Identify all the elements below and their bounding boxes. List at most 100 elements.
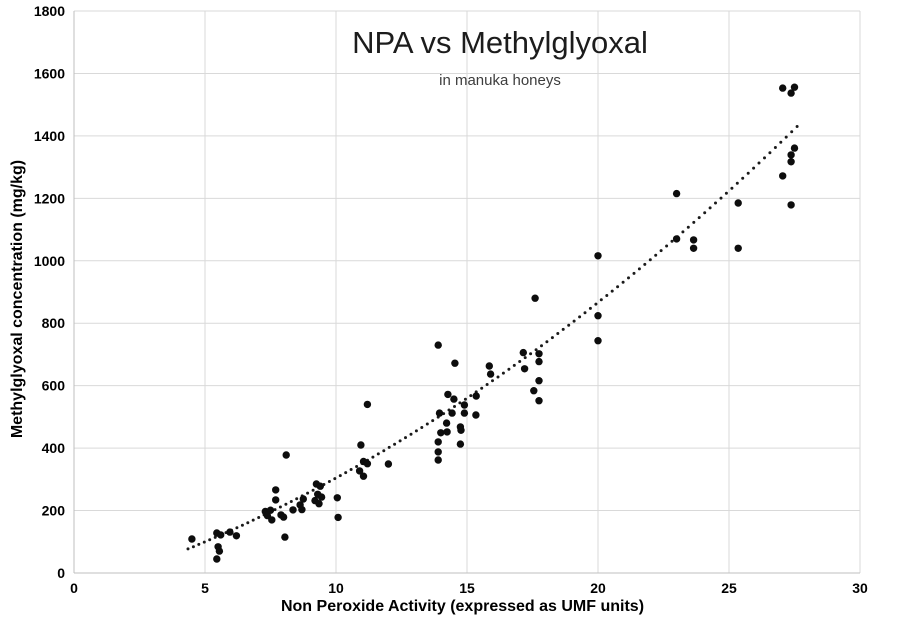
trendline-dot xyxy=(355,465,359,468)
data-point xyxy=(787,89,795,97)
trendline-dot xyxy=(512,363,516,367)
x-tick-label: 0 xyxy=(70,580,78,596)
chart-title: NPA vs Methylglyoxal xyxy=(352,25,648,60)
trendline-dot xyxy=(567,323,571,327)
data-point xyxy=(333,494,341,502)
trendline-dot xyxy=(746,171,750,175)
data-point xyxy=(451,359,459,367)
trendline-dot xyxy=(387,445,391,449)
trendline-dot xyxy=(670,239,674,243)
data-point xyxy=(790,144,799,152)
trendline-dot xyxy=(784,135,788,139)
trendline-dot xyxy=(289,500,293,503)
x-tick-label: 30 xyxy=(852,580,868,596)
data-point xyxy=(363,460,372,468)
trendline-dot xyxy=(208,538,212,542)
trendline-dot xyxy=(349,468,353,471)
trendline-dot xyxy=(485,383,489,386)
x-tick-label: 5 xyxy=(201,580,209,596)
data-point xyxy=(316,482,324,490)
y-tick-label: 200 xyxy=(42,503,66,519)
data-point xyxy=(226,528,234,536)
trendline-dot xyxy=(480,386,484,390)
trendline-dot xyxy=(376,452,380,456)
data-point xyxy=(460,409,469,417)
data-point xyxy=(272,486,280,494)
data-point xyxy=(779,84,787,92)
y-tick-label: 1400 xyxy=(34,128,65,144)
trendline-dot xyxy=(278,505,282,509)
trendline-dot xyxy=(790,130,794,134)
trendline-dot xyxy=(714,201,717,205)
y-tick-label: 400 xyxy=(42,440,66,456)
data-point xyxy=(535,357,543,366)
data-point xyxy=(266,506,275,514)
data-point xyxy=(437,429,445,437)
trendline-dot xyxy=(572,319,576,323)
trendline-dot xyxy=(306,491,310,495)
data-point xyxy=(357,441,365,449)
trendline-dot xyxy=(768,151,772,155)
data-point xyxy=(594,312,602,320)
trendline-dot xyxy=(333,477,337,481)
trendline-dot xyxy=(507,367,511,371)
trendline-dot xyxy=(556,332,560,335)
data-point xyxy=(334,513,342,522)
trendline-dot xyxy=(463,397,467,401)
trendline-dot xyxy=(795,125,799,128)
data-point xyxy=(443,428,451,436)
trendline-dot xyxy=(404,436,407,440)
data-point xyxy=(689,244,698,252)
x-axis-title: Non Peroxide Activity (expressed as UMF … xyxy=(280,598,645,615)
x-tick-label: 10 xyxy=(328,580,344,596)
trendline-dot xyxy=(616,285,620,289)
trendline-dot xyxy=(523,356,527,360)
trendline-dot xyxy=(273,508,277,512)
data-point xyxy=(442,419,451,427)
data-point xyxy=(384,460,393,468)
data-point xyxy=(460,401,469,409)
data-point xyxy=(486,370,495,378)
data-point xyxy=(472,392,480,400)
data-point xyxy=(434,341,442,349)
trendline-dot xyxy=(654,253,658,257)
trendline-dot xyxy=(213,535,217,539)
data-point xyxy=(434,456,442,464)
trendline-dot xyxy=(398,439,402,443)
trendline-dot xyxy=(697,216,701,220)
y-tick-label: 1800 xyxy=(34,3,65,19)
y-tick-label: 600 xyxy=(42,378,66,394)
trendline-dot xyxy=(453,405,456,408)
trendline-dot xyxy=(371,455,375,459)
trendline-dot xyxy=(202,540,206,544)
x-tick-label: 25 xyxy=(721,580,737,596)
data-point xyxy=(363,400,372,409)
data-point xyxy=(787,151,795,159)
trendline-dot xyxy=(393,442,397,446)
trendline-dot xyxy=(235,526,239,530)
trendline-dot xyxy=(643,262,647,266)
data-point xyxy=(672,235,681,243)
data-point xyxy=(448,409,456,417)
trendline-dot xyxy=(686,225,690,229)
trendline-dot xyxy=(583,311,587,315)
data-point xyxy=(282,451,290,459)
data-point xyxy=(298,505,306,514)
trendline-dot xyxy=(409,432,413,436)
data-point xyxy=(535,377,543,385)
trendline-dot xyxy=(311,488,315,492)
trendline-dot xyxy=(594,302,598,306)
trendline-dot xyxy=(501,371,505,375)
data-point xyxy=(272,496,280,504)
trendline-dot xyxy=(763,156,766,160)
trendline-dot xyxy=(741,176,745,180)
data-point xyxy=(787,201,795,209)
trendline-dot xyxy=(578,315,582,319)
data-point xyxy=(535,350,543,358)
trendline-dot xyxy=(240,523,244,527)
data-point xyxy=(215,547,224,555)
data-point xyxy=(734,199,742,207)
trendline-dot xyxy=(610,289,614,293)
trendline-dot xyxy=(534,348,538,352)
